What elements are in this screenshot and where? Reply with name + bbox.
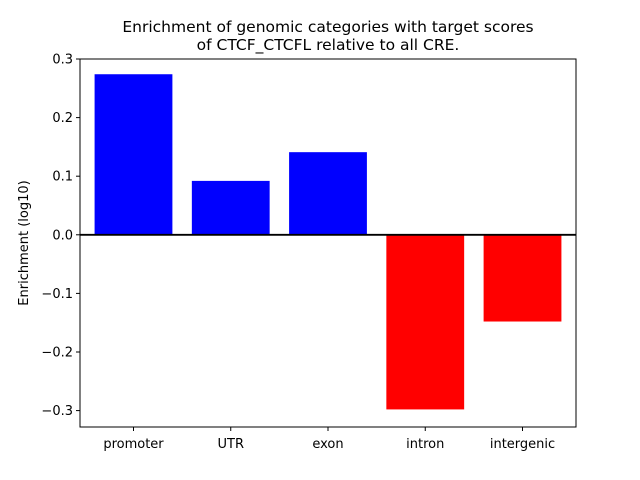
bar-intron bbox=[386, 234, 465, 410]
bar-UTR bbox=[191, 180, 270, 235]
x-axis: promoter UTR exon intron intergenic bbox=[103, 427, 555, 452]
y-tick-label: 0.2 bbox=[52, 111, 73, 126]
y-tick-label: 0.3 bbox=[52, 53, 73, 68]
bar-promoter bbox=[94, 74, 173, 235]
chart-title-line-1: Enrichment of genomic categories with ta… bbox=[122, 18, 533, 36]
x-tick-label-intron: intron bbox=[406, 437, 444, 452]
y-tick-label: −0.1 bbox=[41, 287, 73, 302]
bar-exon bbox=[289, 152, 367, 235]
y-tick-label: −0.3 bbox=[41, 404, 73, 419]
y-tick-label: 0.0 bbox=[52, 228, 73, 243]
x-tick-label-exon: exon bbox=[312, 437, 343, 452]
x-tick-label-promoter: promoter bbox=[103, 437, 164, 452]
y-axis: −0.3 −0.2 −0.1 0.0 0.1 0.2 0.3 bbox=[41, 53, 80, 419]
y-tick-label: −0.2 bbox=[41, 345, 73, 360]
x-tick-label-intergenic: intergenic bbox=[490, 437, 555, 452]
chart-title-line-2: of CTCF_CTCFL relative to all CRE. bbox=[197, 36, 460, 55]
x-tick-label-UTR: UTR bbox=[217, 437, 244, 452]
y-tick-label: 0.1 bbox=[52, 170, 73, 185]
bars-group bbox=[94, 74, 562, 410]
y-axis-label: Enrichment (log10) bbox=[17, 180, 32, 305]
bar-intergenic bbox=[483, 234, 562, 322]
